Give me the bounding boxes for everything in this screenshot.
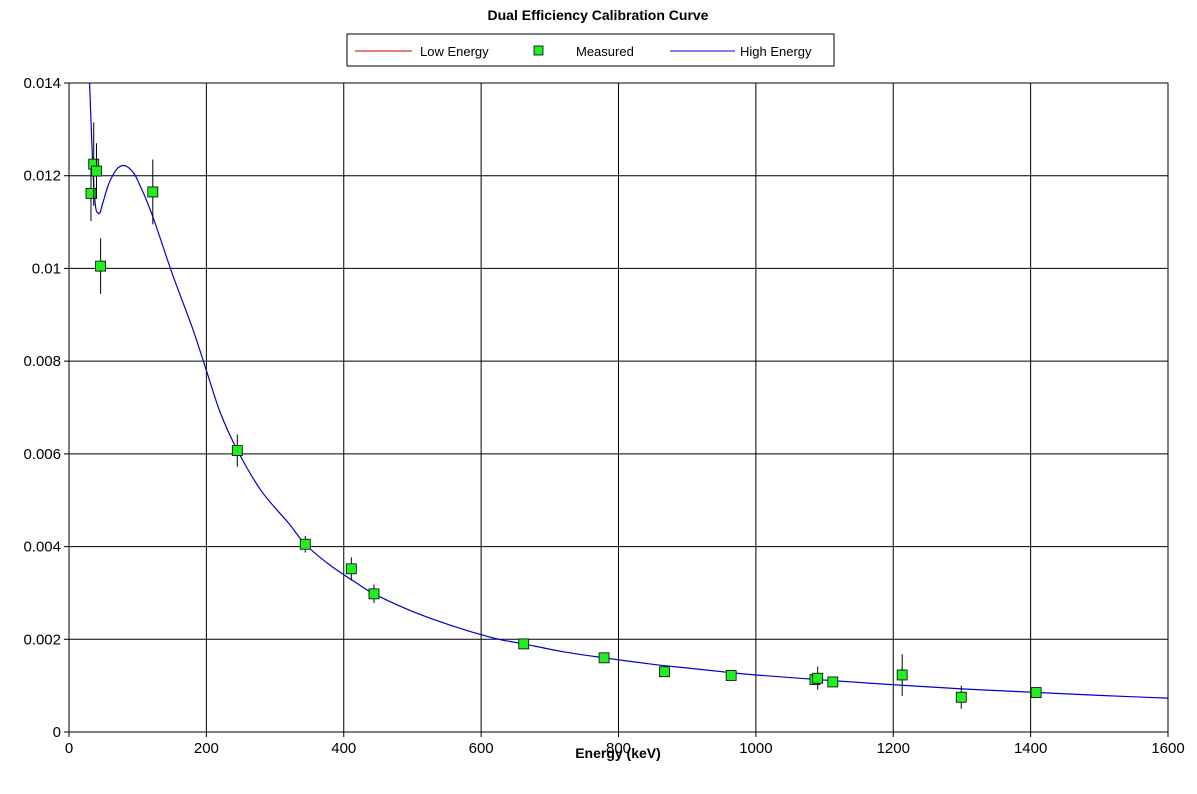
measured-marker: [659, 666, 670, 678]
x-tick-label: 1200: [877, 740, 910, 757]
legend-low-energy-label: Low Energy: [420, 44, 489, 59]
measured-marker: [231, 445, 243, 457]
measured-point: [91, 143, 102, 199]
x-tick-label: 200: [194, 740, 219, 757]
measured-point: [659, 666, 670, 678]
measured-point: [518, 638, 530, 650]
x-tick-label: 0: [65, 740, 73, 757]
measured-point: [147, 159, 159, 225]
legend-measured-marker: [533, 45, 544, 56]
measured-point: [955, 685, 967, 709]
y-tick-label: 0.012: [23, 168, 61, 185]
x-tick-labels: 0 200 400 600 800 1000 1200 1400 1600: [65, 740, 1185, 757]
measured-marker: [1030, 687, 1042, 698]
measured-marker: [598, 652, 610, 664]
y-tick-label: 0.006: [23, 446, 61, 463]
plot-frame: [68, 82, 1169, 733]
measured-marker: [95, 260, 106, 272]
measured-point: [896, 654, 908, 696]
measured-marker: [345, 563, 357, 575]
measured-marker: [827, 676, 839, 688]
measured-marker: [725, 670, 737, 681]
measured-point: [725, 670, 737, 681]
measured-marker: [147, 186, 159, 198]
high-energy-curve: [89, 82, 1169, 699]
x-tick-label: 800: [606, 740, 631, 757]
legend-high-energy-label: High Energy: [740, 44, 812, 59]
measured-point: [812, 666, 824, 690]
x-tick-label: 600: [469, 740, 494, 757]
measured-marker: [91, 165, 102, 177]
measured-point: [1030, 687, 1042, 698]
y-tick-labels: 0 0.002 0.004 0.006 0.008 0.01 0.012 0.014: [23, 75, 61, 741]
measured-point: [598, 652, 610, 664]
legend-measured-label: Measured: [576, 44, 634, 59]
x-tick-label: 1000: [739, 740, 772, 757]
x-axis-label: Energy (keV): [575, 745, 661, 761]
y-tick-label: 0.01: [32, 260, 61, 277]
fit-curves: [89, 82, 1169, 699]
measured-marker: [299, 538, 311, 550]
measured-marker: [955, 691, 967, 703]
y-tick-label: 0.014: [23, 75, 61, 92]
measured-marker: [368, 588, 380, 600]
measured-point: [368, 584, 380, 604]
chart-title: Dual Efficiency Calibration Curve: [488, 7, 709, 23]
y-tick-label: 0.008: [23, 353, 61, 370]
y-tick-label: 0.002: [23, 631, 61, 648]
measured-marker: [812, 672, 824, 684]
measured-marker: [518, 638, 530, 650]
grid: [64, 82, 1169, 737]
measured-point: [345, 557, 357, 581]
x-tick-label: 400: [331, 740, 356, 757]
measured-points: [85, 122, 1042, 709]
y-tick-label: 0: [53, 724, 61, 741]
legend: Low Energy Measured High Energy: [346, 33, 835, 67]
measured-point: [95, 238, 106, 294]
y-tick-label: 0.004: [23, 539, 61, 556]
legend-box: [346, 33, 835, 67]
measured-point: [231, 434, 243, 467]
x-tick-label: 1600: [1151, 740, 1184, 757]
x-tick-label: 1400: [1014, 740, 1047, 757]
measured-marker: [896, 669, 908, 681]
measured-point: [827, 676, 839, 688]
measured-point: [299, 535, 311, 553]
measured-marker: [85, 187, 97, 199]
